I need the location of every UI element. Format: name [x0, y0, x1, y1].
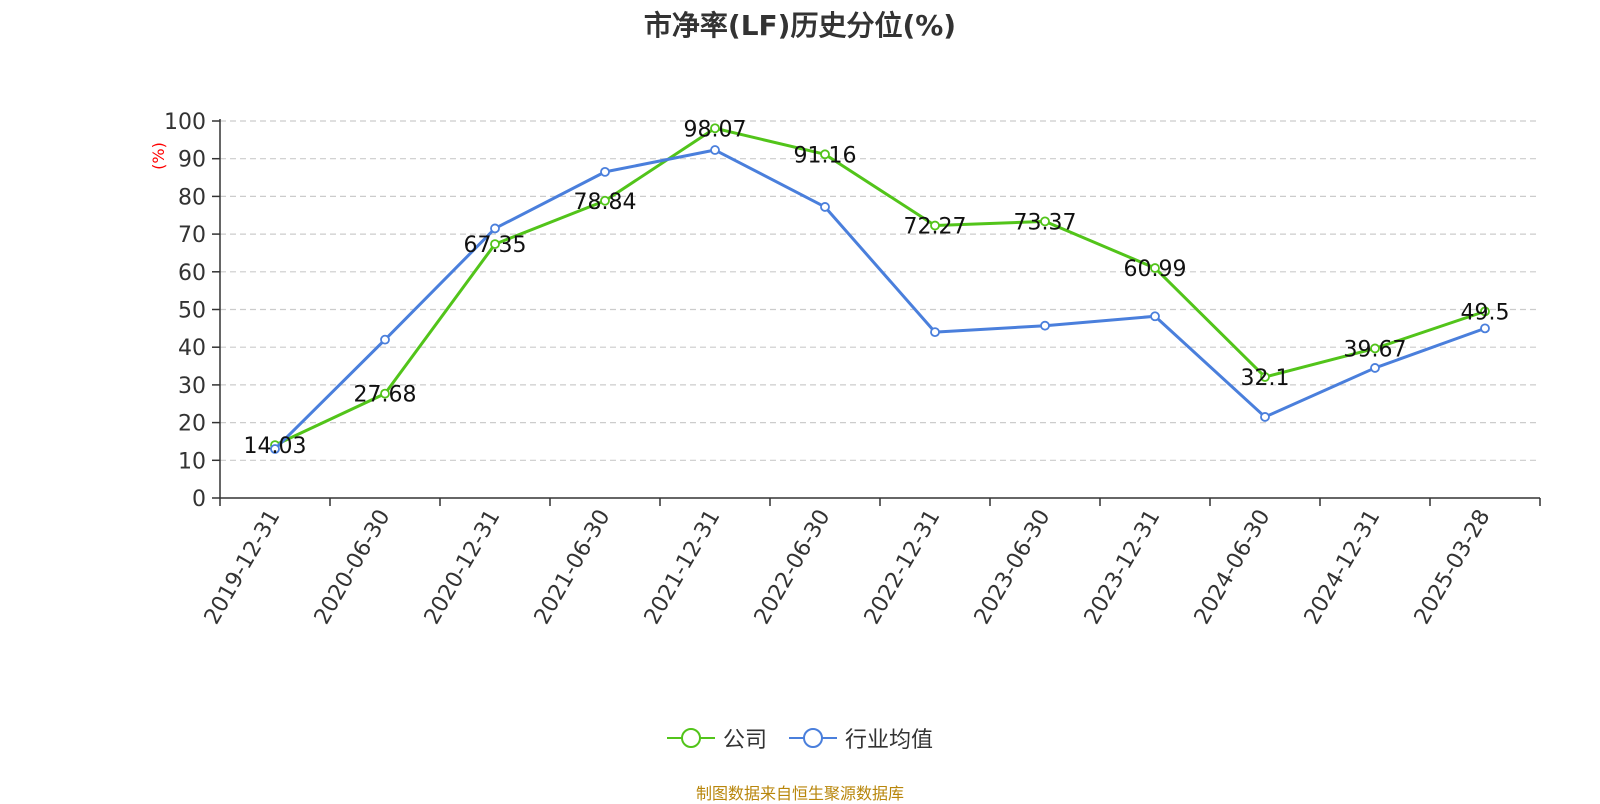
legend-label-industry-avg: 行业均值: [845, 728, 934, 753]
series-line-company: [274, 126, 1486, 447]
y-tick-label: 0: [192, 487, 206, 512]
data-point-industry-avg: [1150, 311, 1160, 322]
data-point-company: [710, 123, 720, 134]
data-point-company: [1370, 343, 1380, 354]
x-tick-label: 2023-12-31: [1080, 506, 1166, 629]
data-point-industry-avg: [270, 444, 280, 454]
data-point-company: [490, 239, 500, 249]
data-point-company: [820, 149, 830, 160]
legend: 公司 行业均值: [0, 722, 1600, 754]
data-point-industry-avg: [490, 223, 500, 234]
legend-industry-line-icon: [789, 728, 837, 748]
data-label-company: 72.27: [904, 215, 967, 240]
data-point-industry-avg: [1370, 363, 1380, 373]
x-tick-label: 2024-06-30: [1190, 506, 1276, 629]
data-label-company: 78.84: [574, 190, 637, 215]
data-point-industry-avg: [1480, 323, 1490, 334]
x-tick-label: 2021-06-30: [530, 506, 616, 629]
legend-item-company[interactable]: 公司: [666, 722, 767, 754]
data-source-note: 制图数据来自恒生聚源数据库: [695, 784, 904, 803]
x-tick-label: 2020-12-31: [420, 506, 506, 629]
data-point-company: [1260, 372, 1270, 382]
x-tick-label: 2025-03-28: [1410, 506, 1496, 629]
data-label-company: 32.1: [1241, 366, 1290, 391]
data-label-company: 67.35: [464, 233, 527, 258]
series-line-industry-avg: [273, 148, 1486, 451]
data-point-company: [1040, 216, 1050, 227]
y-tick-label: 90: [178, 148, 206, 173]
data-label-company: 27.68: [354, 383, 417, 408]
y-tick-label: 50: [178, 299, 206, 324]
chart-title: 市净率(LF)历史分位(%): [643, 9, 957, 42]
data-point-industry-avg: [710, 145, 720, 155]
data-point-company: [930, 220, 940, 231]
data-point-company: [600, 195, 610, 206]
data-point-industry-avg: [1260, 412, 1270, 422]
y-tick-label: 60: [178, 261, 206, 286]
y-tick-label: 40: [178, 336, 206, 361]
data-point-company: [380, 388, 390, 399]
x-tick-label: 2024-12-31: [1300, 506, 1386, 629]
data-point-company: [1480, 306, 1490, 317]
data-point-industry-avg: [380, 334, 390, 345]
legend-item-industry-avg[interactable]: 行业均值: [789, 722, 933, 754]
x-tick-label: 2022-12-31: [860, 506, 946, 629]
data-point-industry-avg: [600, 166, 610, 177]
data-label-company: 39.67: [1344, 337, 1407, 362]
data-point-industry-avg: [1040, 320, 1050, 331]
x-tick-label: 2020-06-30: [310, 506, 396, 629]
data-label-company: 73.37: [1014, 210, 1077, 235]
y-tick-label: 10: [178, 449, 206, 474]
x-tick-label: 2019-12-31: [200, 506, 286, 629]
y-tick-label: 80: [178, 185, 206, 210]
x-tick-label: 2021-12-31: [640, 506, 726, 629]
legend-company-line-icon: [666, 728, 715, 748]
data-label-company: 49.5: [1461, 300, 1510, 325]
y-axis-label: (%): [149, 142, 168, 170]
data-label-company: 14.03: [244, 434, 307, 459]
data-point-industry-avg: [930, 327, 940, 338]
line-chart: 0 10 20 30 40 50 60 70 80 90 100 (%) 2019-12-31 2020-…: [149, 110, 1541, 629]
data-label-company: 91.16: [794, 143, 857, 168]
data-label-company: 60.99: [1124, 257, 1187, 282]
y-tick-label: 30: [178, 374, 206, 399]
legend-label-company: 公司: [722, 728, 767, 753]
y-tick-label: 100: [164, 110, 206, 135]
x-tick-label: 2022-06-30: [750, 506, 836, 629]
data-point-industry-avg: [820, 202, 830, 212]
y-tick-label: 70: [178, 223, 206, 248]
data-point-company: [1150, 263, 1160, 273]
data-label-company: 98.07: [684, 117, 747, 142]
x-tick-label: 2023-06-30: [970, 506, 1056, 629]
y-tick-label: 20: [178, 412, 206, 437]
